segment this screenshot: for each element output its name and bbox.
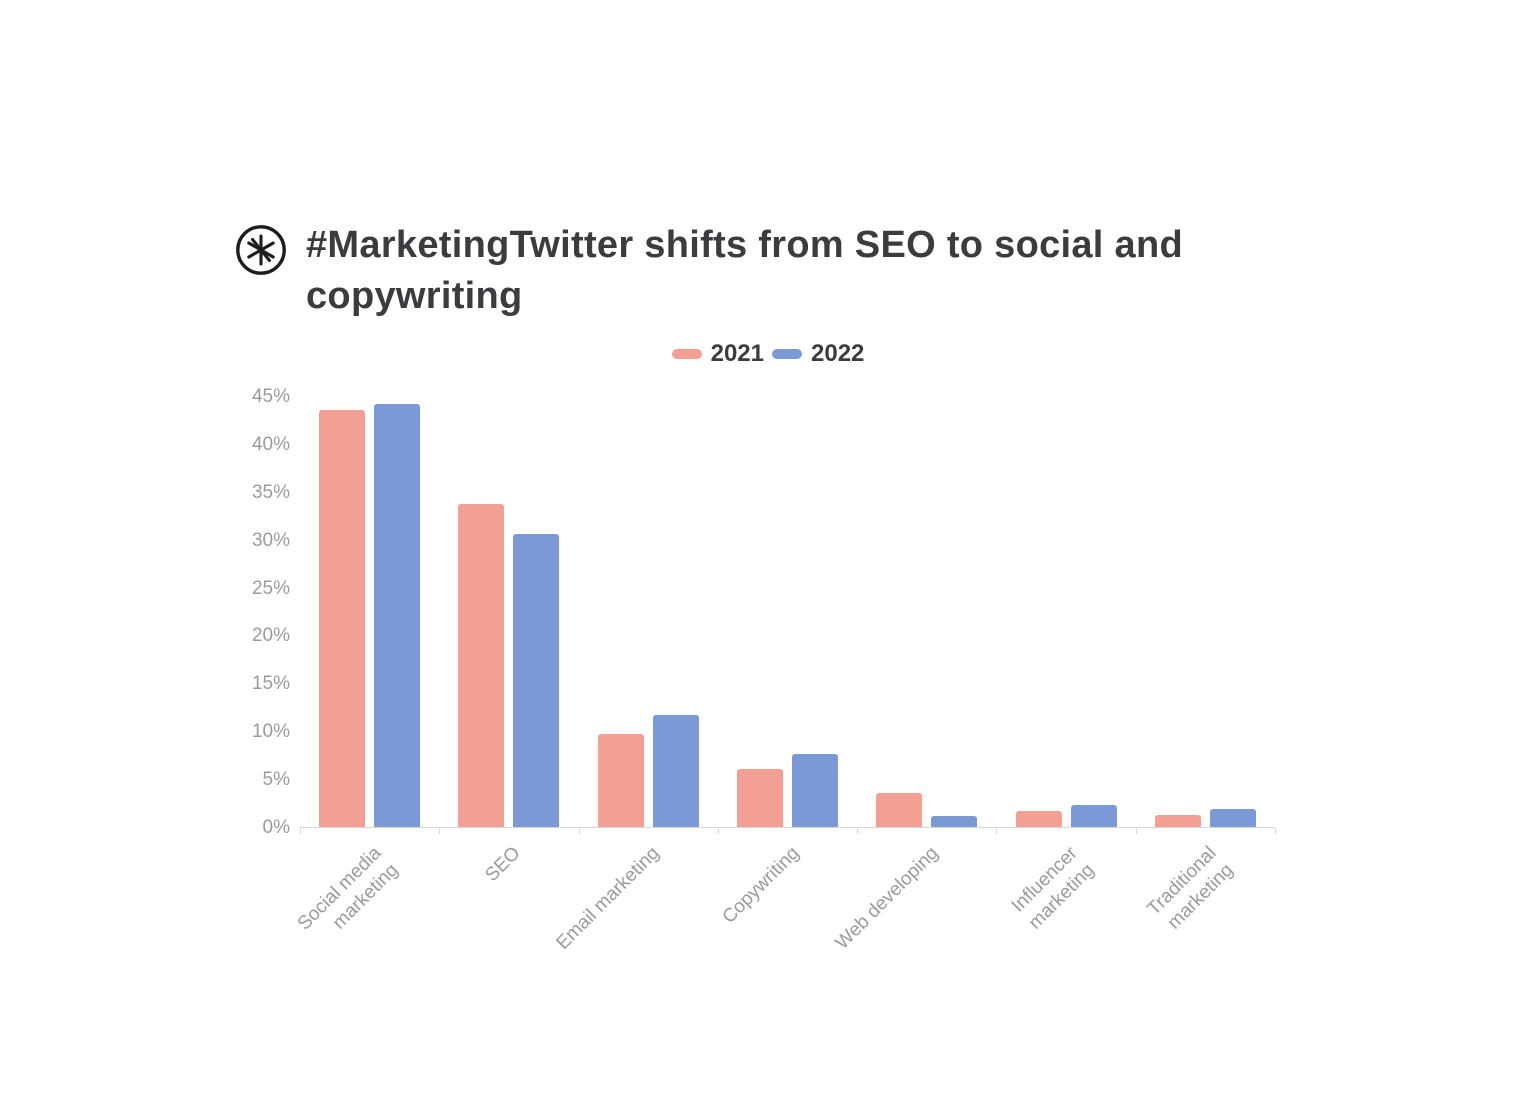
asterisk-logo-icon — [234, 223, 288, 282]
bar-2022-email-marketing — [652, 714, 699, 827]
bar-2022-seo — [513, 533, 560, 827]
y-tick-45: 45% — [251, 386, 290, 407]
x-axis-tick — [1275, 828, 1276, 834]
legend-label-2022: 2022 — [811, 340, 865, 367]
y-tick-30: 30% — [251, 529, 290, 551]
x-axis-tick — [717, 828, 719, 834]
bar-2021-influencer-marketing — [1015, 810, 1062, 827]
bar-2021-seo — [458, 504, 505, 827]
y-tick-40: 40% — [251, 433, 290, 455]
y-tick-5: 5% — [262, 769, 290, 791]
bar-2021-copywriting — [737, 768, 783, 827]
x-axis-tick — [1135, 828, 1137, 834]
y-tick-15: 15% — [251, 673, 290, 695]
bar-2021-social-media-marketing — [319, 410, 366, 827]
chart-legend: 2021 2022 — [0, 340, 1536, 368]
bar-2021-email-marketing — [597, 734, 644, 827]
bar-2021-traditional-marketing — [1154, 814, 1201, 827]
y-tick-10: 10% — [251, 721, 290, 743]
bar-2021-web-developing — [876, 792, 923, 827]
x-axis-tick — [578, 828, 580, 834]
chart-header: #MarketingTwitter shifts from SEO to soc… — [234, 220, 1294, 322]
legend-item-2021: 2021 — [671, 340, 764, 368]
y-tick-35: 35% — [251, 481, 290, 503]
bar-2022-influencer-marketing — [1070, 804, 1117, 827]
legend-swatch-2022 — [772, 349, 802, 359]
y-tick-20: 20% — [251, 625, 290, 647]
legend-item-2022: 2022 — [772, 340, 864, 368]
legend-label-2021: 2021 — [710, 340, 764, 367]
bar-2022-web-developing — [931, 815, 978, 827]
bar-2022-traditional-marketing — [1209, 808, 1256, 827]
bar-2022-social-media-marketing — [374, 403, 421, 827]
bar-2022-copywriting — [792, 754, 838, 827]
x-axis-tick — [857, 828, 859, 834]
y-tick-0: 0% — [262, 817, 290, 838]
plot-area — [300, 397, 1276, 834]
x-axis-tick — [439, 828, 441, 834]
chart-title: #MarketingTwitter shifts from SEO to soc… — [306, 224, 1183, 317]
legend-swatch-2021 — [671, 349, 702, 359]
y-tick-25: 25% — [251, 577, 290, 599]
x-axis-tick — [996, 828, 998, 834]
x-axis-tick — [300, 828, 301, 834]
